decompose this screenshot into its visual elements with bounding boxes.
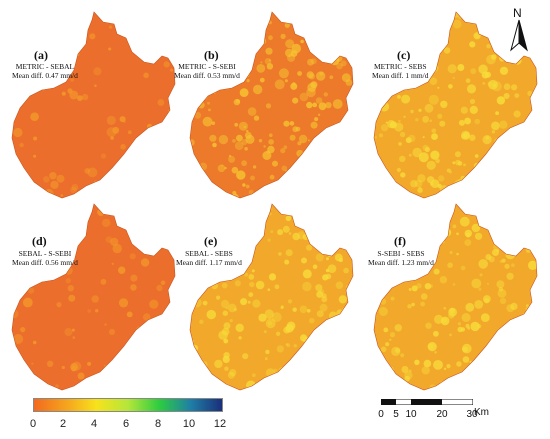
map-shape (189, 203, 354, 391)
panel-letter: (d) (32, 234, 47, 248)
map-panel-d: (d) SEBAL - S-SEBI Mean diff. 0.56 mm/d (4, 196, 187, 396)
map-panel-e: (e) SEBAL - SEBS Mean diff. 1.17 mm/d (176, 196, 365, 396)
legend-tick: 12 (213, 418, 227, 430)
north-arrow-icon (510, 19, 528, 52)
region-outline (189, 11, 354, 199)
scale-label: 10 (405, 409, 417, 420)
legend-tick: 6 (122, 418, 130, 430)
scale-label: 30 (466, 409, 478, 420)
scale-label: 0 (378, 409, 384, 420)
region-fill (190, 12, 353, 198)
panel-title-line1: METRIC - SEBAL (15, 62, 75, 71)
panel-title-line2: Mean diff. 1.23 mm/d (368, 258, 434, 267)
panel-title-line1: METRIC - S-SEBI (178, 62, 236, 71)
scale-label: 20 (436, 409, 448, 420)
panel-letter: (e) (204, 234, 218, 248)
panel-title-line1: S-SEBI - SEBS (377, 249, 425, 258)
region-outline (373, 203, 538, 391)
map-shape (189, 11, 354, 199)
map-shape (11, 203, 176, 391)
color-legend-bar (33, 398, 223, 412)
panel-title: METRIC - SEBAL Mean diff. 0.47 mm/d (12, 62, 78, 80)
region-fill (12, 12, 175, 198)
panel-title: SEBAL - SEBS Mean diff. 1.17 mm/d (176, 249, 242, 267)
map-shape (373, 203, 538, 391)
map-panel-a: (a) METRIC - SEBAL Mean diff. 0.47 mm/d (4, 4, 187, 204)
region-outline (11, 203, 176, 391)
panel-title-line1: SEBAL - SEBS (185, 249, 233, 258)
panel-title: METRIC - S-SEBI Mean diff. 0.53 mm/d (174, 62, 240, 80)
panel-letter: (b) (204, 48, 219, 62)
panel-title-line1: METRIC - SEBS (374, 62, 427, 71)
map-shape (11, 11, 176, 199)
scale-label: 5 (393, 409, 399, 420)
north-label: N (513, 6, 522, 20)
panel-letter: (c) (397, 48, 411, 62)
legend-tick: 2 (59, 418, 67, 430)
panel-title: METRIC - SEBS Mean diff. 1 mm/d (372, 62, 429, 80)
legend-tick: 4 (90, 418, 98, 430)
panel-title: SEBAL - S-SEBI Mean diff. 0.56 mm/d (12, 249, 78, 267)
panel-title-line1: SEBAL - S-SEBI (18, 249, 72, 258)
panel-letter: (a) (34, 48, 48, 62)
scale-unit: Km (474, 407, 489, 418)
scale-bar (381, 399, 473, 405)
panel-title-line2: Mean diff. 0.56 mm/d (12, 258, 78, 267)
panel-letter: (f) (394, 234, 406, 248)
panel-title-line2: Mean diff. 0.47 mm/d (12, 71, 78, 80)
legend-tick: 0 (29, 418, 37, 430)
legend-tick: 10 (182, 418, 196, 430)
region-outline (11, 11, 176, 199)
panel-title-line2: Mean diff. 1 mm/d (372, 71, 429, 80)
legend-tick: 8 (154, 418, 162, 430)
panel-title-line2: Mean diff. 1.17 mm/d (176, 258, 242, 267)
region-fill (374, 204, 537, 390)
map-panel-f: (f) S-SEBI - SEBS Mean diff. 1.23 mm/d (366, 196, 549, 396)
region-outline (189, 203, 354, 391)
panel-title: S-SEBI - SEBS Mean diff. 1.23 mm/d (368, 249, 434, 267)
region-fill (190, 204, 353, 390)
map-panel-b: (b) METRIC - S-SEBI Mean diff. 0.53 mm/d (174, 4, 365, 204)
region-outline (373, 11, 538, 199)
panel-title-line2: Mean diff. 0.53 mm/d (174, 71, 240, 80)
